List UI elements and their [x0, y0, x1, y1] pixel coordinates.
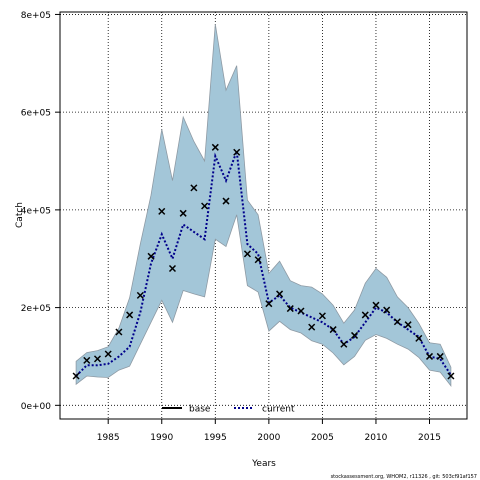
observation-point [104, 350, 112, 358]
observation-point [168, 264, 176, 273]
observation-point [83, 356, 91, 364]
legend-current-label: current [262, 405, 295, 415]
observation-point [276, 290, 284, 298]
observation-point [415, 334, 423, 342]
observation-cross-stroke [72, 372, 80, 380]
observation-cross-stroke [190, 184, 198, 192]
y-tick-label: 6e+05 [21, 109, 51, 119]
confidence-band [75, 24, 452, 387]
observation-cross-stroke [351, 331, 359, 339]
observation-point [190, 184, 198, 192]
y-tick-label: 0e+00 [21, 402, 52, 412]
x-tick-label: 2005 [311, 433, 334, 443]
legend: base current [162, 405, 295, 415]
observation-cross-stroke [286, 305, 294, 313]
observation-cross-stroke [93, 355, 102, 363]
observation-point [318, 312, 326, 320]
observation-cross-stroke [201, 202, 209, 210]
observation-cross-stroke [243, 250, 251, 258]
observation-cross-stroke [83, 356, 91, 364]
observation-point [393, 318, 401, 326]
observation-point [72, 372, 80, 380]
observation-point [308, 323, 316, 331]
observation-point [329, 326, 337, 334]
observation-point [351, 331, 359, 339]
observation-cross-stroke [254, 256, 262, 264]
observation-points [72, 143, 455, 380]
footer-credit: stockassessment.org, WHOM2, r11326 , git… [331, 474, 477, 480]
legend-base-label: base [189, 405, 211, 415]
observation-point [126, 311, 134, 319]
observation-cross-stroke [404, 321, 412, 329]
observation-cross-stroke [372, 301, 380, 309]
observation-cross-stroke [211, 143, 219, 151]
observation-point [436, 352, 444, 360]
observation-cross-stroke [104, 350, 112, 358]
observation-point [93, 355, 102, 363]
observation-point [286, 305, 294, 313]
x-tick-label: 1985 [97, 433, 120, 443]
observation-cross-stroke [383, 306, 391, 314]
observation-point [447, 372, 455, 380]
observation-cross-stroke [297, 307, 305, 315]
observation-point [425, 352, 434, 360]
observation-cross-stroke [308, 323, 316, 331]
series-lines [75, 150, 452, 377]
observation-point [147, 252, 155, 260]
observation-point [372, 301, 380, 309]
observation-cross-stroke [329, 326, 337, 334]
observation-point [158, 207, 166, 215]
y-axis-ticks: 0e+00 2e+05 4e+05 6e+05 8e+05 [21, 11, 60, 412]
observation-point [179, 209, 187, 217]
observation-point [211, 143, 219, 151]
observation-point [383, 306, 391, 314]
observation-point [136, 291, 144, 299]
observation-cross-stroke [276, 290, 284, 298]
observation-cross-stroke [340, 340, 348, 348]
x-axis-ticks: 1985 1990 1995 2000 2005 2010 2015 [97, 419, 441, 443]
observation-cross-stroke [168, 264, 176, 273]
plot-frame [59, 11, 468, 420]
y-axis-label: Catch [15, 202, 25, 228]
y-tick-label: 2e+05 [21, 304, 51, 314]
observation-cross-stroke [415, 334, 423, 342]
observation-cross-stroke [436, 352, 444, 360]
observation-cross-stroke [361, 311, 369, 319]
observation-point [297, 307, 305, 315]
y-tick-label: 8e+05 [21, 11, 51, 21]
x-tick-label: 1995 [204, 433, 227, 443]
observation-cross-stroke [158, 207, 166, 215]
observation-cross-stroke [115, 328, 123, 336]
x-tick-label: 2000 [257, 433, 280, 443]
confidence-band-area [75, 24, 452, 387]
observation-point [254, 256, 262, 264]
observation-point [265, 300, 273, 308]
observation-cross-stroke [393, 318, 401, 326]
observation-point [404, 321, 412, 329]
x-tick-label: 1990 [150, 433, 173, 443]
observation-cross-stroke [265, 300, 273, 308]
observation-cross-stroke [425, 352, 434, 360]
observation-point [201, 202, 209, 210]
observation-cross-stroke [318, 312, 326, 320]
x-tick-label: 2010 [365, 433, 388, 443]
x-tick-label: 2015 [418, 433, 441, 443]
observation-cross-stroke [179, 209, 187, 217]
observation-point [115, 328, 123, 336]
observation-cross-stroke [222, 197, 230, 205]
observation-point [243, 250, 251, 258]
observation-point [340, 340, 348, 348]
observation-point [361, 311, 369, 319]
observation-cross-stroke [447, 372, 455, 380]
observation-cross-stroke [136, 291, 144, 299]
observation-cross-stroke [233, 148, 241, 156]
observation-cross-stroke [126, 311, 134, 319]
y-tick-label: 4e+05 [21, 206, 51, 216]
observation-point [233, 148, 241, 156]
series-line-current [75, 150, 452, 377]
observation-point [222, 197, 230, 205]
x-axis-label: Years [251, 459, 276, 469]
observation-cross-stroke [147, 252, 155, 260]
